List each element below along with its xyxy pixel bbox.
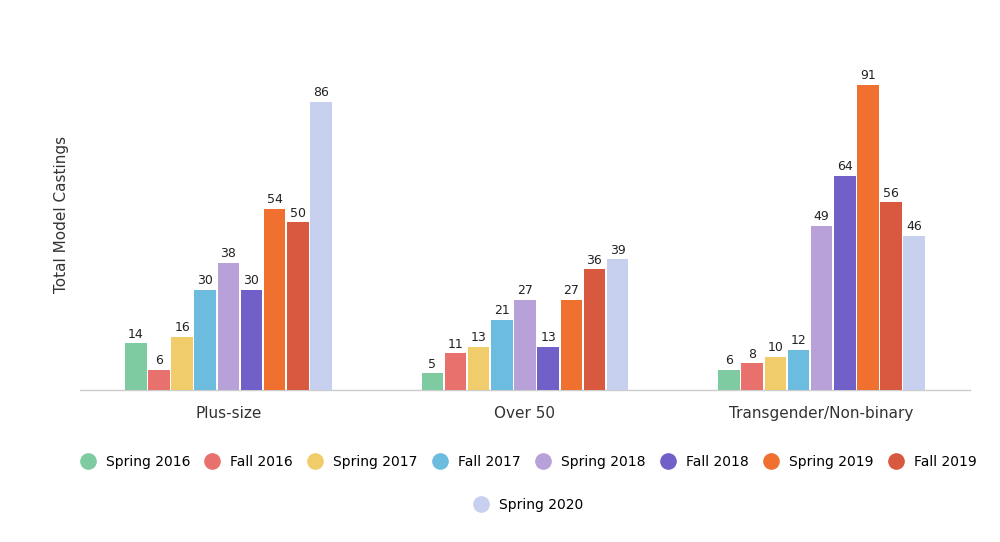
Bar	[584, 269, 605, 390]
Text: 8: 8	[748, 348, 756, 361]
Text: 46: 46	[906, 220, 922, 233]
Text: 39: 39	[610, 244, 625, 257]
Text: 50: 50	[290, 207, 306, 220]
Bar	[718, 370, 740, 390]
Text: 6: 6	[725, 354, 733, 367]
Legend: Spring 2020: Spring 2020	[461, 492, 589, 517]
Text: 49: 49	[814, 210, 830, 223]
Bar	[788, 350, 809, 390]
Bar	[287, 222, 309, 390]
Text: 12: 12	[791, 334, 806, 347]
Text: 10: 10	[767, 341, 783, 354]
Bar	[880, 202, 902, 390]
Bar	[834, 176, 856, 390]
Text: 30: 30	[197, 274, 213, 287]
Text: 30: 30	[244, 274, 259, 287]
Bar	[171, 337, 193, 390]
Text: 13: 13	[540, 331, 556, 344]
Bar	[491, 320, 513, 390]
Bar	[561, 300, 582, 390]
Text: 6: 6	[155, 354, 163, 367]
Bar	[514, 300, 536, 390]
Text: 91: 91	[860, 69, 876, 82]
Bar	[741, 363, 763, 390]
Bar	[445, 353, 466, 390]
Bar	[857, 85, 879, 390]
Bar	[241, 289, 262, 390]
Text: 56: 56	[883, 186, 899, 199]
Bar	[537, 347, 559, 390]
Bar	[607, 260, 628, 390]
Text: 64: 64	[837, 160, 853, 173]
Bar	[218, 263, 239, 390]
Text: 54: 54	[267, 193, 283, 207]
Bar	[125, 343, 147, 390]
Text: 86: 86	[313, 86, 329, 99]
Bar	[903, 236, 925, 390]
Y-axis label: Total Model Castings: Total Model Castings	[54, 136, 69, 293]
Text: 14: 14	[128, 327, 144, 340]
Bar	[811, 226, 832, 390]
Text: 13: 13	[471, 331, 487, 344]
Text: 27: 27	[517, 284, 533, 297]
Text: 11: 11	[448, 338, 463, 351]
Bar	[194, 289, 216, 390]
Bar	[765, 357, 786, 390]
Bar	[148, 370, 170, 390]
Text: 16: 16	[174, 321, 190, 334]
Bar	[468, 347, 489, 390]
Bar	[310, 102, 332, 390]
Bar	[422, 373, 443, 390]
Text: 36: 36	[587, 254, 602, 267]
Text: 27: 27	[563, 284, 579, 297]
Bar	[264, 209, 285, 390]
Text: 5: 5	[428, 358, 436, 371]
Text: 38: 38	[220, 247, 236, 260]
Text: 21: 21	[494, 304, 510, 317]
